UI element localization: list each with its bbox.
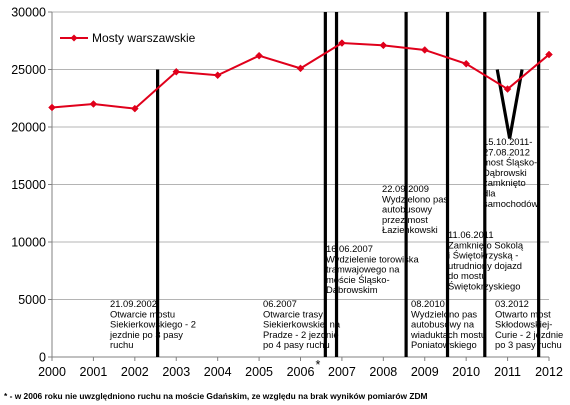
x-tick-label: 2000: [38, 365, 66, 379]
y-tick-label: 15000: [11, 178, 46, 192]
data-point: [503, 85, 512, 93]
event-description: Skłodowskiej-: [495, 319, 552, 330]
closure-note-line: most Śląsko-: [483, 157, 537, 168]
x-tick-label: 2006: [287, 365, 315, 379]
x-tick-labels: 2000 2001 2002 2003 2004 2005 2006 * 2007 2008 200…: [38, 358, 563, 379]
x-tick-footnote-marker: *: [316, 358, 321, 372]
x-tick-label: 2011: [494, 365, 521, 379]
event-annotation-text: 03.2012 Otwarto most Skłodowskiej-Curie - …: [495, 298, 563, 350]
event-annotations: 21.09.2002 Otwarcie mostu Siekierkowskiego…: [109, 12, 563, 357]
data-point: [130, 104, 139, 113]
axes: [48, 11, 550, 361]
y-tick-label: 25000: [11, 63, 46, 77]
series-line: [51, 42, 550, 110]
event-annotation-text: 08.2010 Wydzielono pas autobusowy na wiaduk…: [410, 298, 486, 350]
closure-note-line: dla: [483, 188, 496, 199]
x-tick-label: 2008: [369, 365, 397, 379]
event-description: Wydzielono pas: [411, 308, 477, 319]
x-tick-label: 2004: [204, 365, 232, 379]
event-description: tramwajowego na: [326, 264, 400, 275]
event-annotation-text: 22.09.2009 Wydzielono pas autobusowy przez …: [382, 183, 448, 235]
data-point: [213, 71, 222, 80]
event-date: 08.2010: [411, 298, 445, 309]
event-description: Pradze - 2 jezdnie: [263, 329, 339, 340]
y-tick-label: 30000: [11, 6, 46, 20]
closure-period-marker: [495, 69, 524, 139]
closure-note-line: 15.10.2011-: [483, 136, 532, 147]
event-description: Otwarto most: [495, 308, 551, 319]
event-annotation-text: 21.09.2002 Otwarcie mostu Siekierkowskiego…: [109, 298, 196, 350]
event-annotation-text: 06.2007 Otwarcie trasy Siekierkowskiej na P…: [263, 298, 341, 350]
event-annotation-text: 16.06.2007 Wydzielenie torowiska tramwajow…: [326, 243, 419, 295]
closure-note-line: 27.08.2012: [483, 146, 530, 157]
closure-note-line: zamknięto: [483, 177, 526, 188]
event-description: Poniatowskiego: [411, 339, 477, 350]
event-description: moście Śląsko-: [326, 274, 390, 285]
data-point: [338, 39, 346, 47]
x-tick-label: 2007: [328, 365, 356, 379]
event-date: 21.09.2002: [110, 298, 157, 309]
series-layer: [48, 39, 553, 113]
legend-label: Mosty warszawskie: [92, 31, 196, 45]
event-date: 06.2007: [263, 298, 297, 309]
closure-note-line: samochodów: [483, 198, 538, 209]
data-point: [172, 67, 181, 76]
x-tick-label: 2012: [535, 365, 563, 379]
legend-swatch-marker: [70, 34, 78, 42]
event-description: po 4 pasy ruchu: [263, 339, 330, 350]
event-description: Siekierkowskiej na: [263, 319, 341, 330]
x-tick-label: 2002: [121, 365, 149, 379]
event-description: Siekierkowskiego - 2: [110, 319, 196, 330]
event-description: Zamknięto Sokolą: [448, 239, 524, 250]
event-description: autobusowy: [382, 204, 432, 215]
y-tick-label: 5000: [18, 293, 46, 307]
data-point: [420, 46, 429, 54]
y-tick-label: 0: [39, 351, 46, 365]
event-description: Wydzielono pas: [382, 193, 448, 204]
event-description: utrudniony dojazd: [448, 260, 522, 271]
event-description: Łazienkowski: [382, 224, 438, 235]
y-tick-label: 10000: [11, 236, 46, 250]
event-description: Otwarcie mostu: [110, 308, 175, 319]
event-date: 03.2012: [495, 298, 529, 309]
event-date: 11.06.2011: [448, 229, 494, 240]
event-annotation-text: 11.06.2011 Zamknięto Sokolą i Świętokrzysk…: [448, 229, 524, 292]
event-description: i Świętokrzyską -: [448, 250, 518, 261]
event-description: przez most: [382, 214, 428, 225]
x-tick-label: 2003: [162, 365, 190, 379]
event-description: do mostu: [448, 270, 487, 281]
data-point: [379, 41, 388, 50]
event-description: Dąbrowskim: [326, 284, 378, 295]
event-description: wiaduktach mostu: [410, 329, 486, 340]
data-point: [545, 50, 553, 59]
event-description: Curie - 2 jezdnie: [495, 329, 563, 340]
event-description: Wydzielenie torowiska: [326, 253, 419, 264]
x-tick-label: 2009: [411, 365, 439, 379]
data-point: [255, 51, 263, 60]
data-point: [89, 100, 98, 108]
event-description: ruchu: [110, 339, 133, 350]
data-point: [296, 64, 305, 73]
event-date: 22.09.2009: [382, 183, 429, 194]
event-description: jezdnie po 3 pasy: [109, 329, 183, 340]
closure-note-line: Dąbrowski: [483, 167, 527, 178]
x-tick-label: 2001: [80, 365, 108, 379]
closure-note-text: 15.10.2011-27.08.2012 most Śląsko-Dąbrows…: [483, 136, 538, 209]
data-point: [48, 103, 56, 112]
x-tick-label: 2005: [245, 365, 273, 379]
legend: Mosty warszawskie: [60, 31, 196, 45]
y-tick-labels: 0 5000 10000 15000 20000 25000 30000: [11, 6, 46, 365]
event-date: 16.06.2007: [326, 243, 373, 254]
footnote: * - w 2006 roku nie uwzględniono ruchu n…: [4, 391, 428, 401]
y-tick-label: 20000: [11, 121, 46, 135]
event-description: po 3 pasy ruchu: [495, 339, 562, 350]
event-description: Otwarcie trasy: [263, 308, 323, 319]
event-description: autobusowy na: [411, 319, 475, 330]
event-description: Świętokrzyskiego: [448, 281, 520, 292]
data-point: [462, 59, 471, 68]
x-tick-label: 2010: [452, 365, 480, 379]
